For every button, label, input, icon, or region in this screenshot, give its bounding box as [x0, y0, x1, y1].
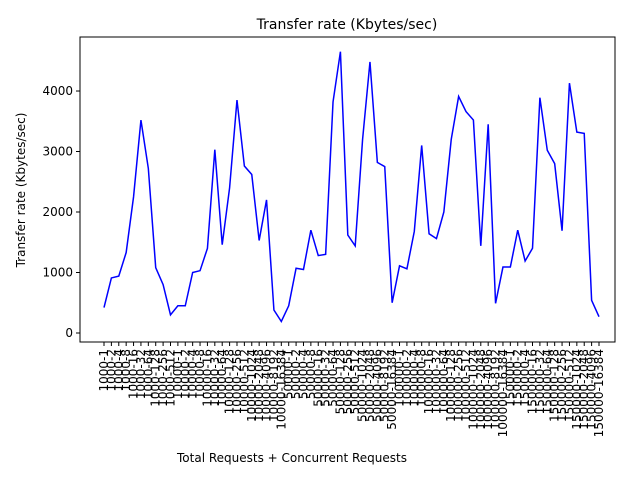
x-tick-label: 10000-8192: [267, 349, 281, 422]
x-tick-label: 50000-16384: [385, 349, 399, 430]
x-tick-label: 150000-16: [526, 349, 540, 414]
x-tick-label: 150000-4: [518, 349, 532, 407]
x-tick-label: 10000-8: [193, 349, 207, 399]
x-tick-label: 100000-4: [407, 349, 421, 407]
x-tick-label: 1000-128: [149, 349, 163, 407]
x-tick-label: 50000-256: [341, 349, 355, 414]
x-tick-label: 10000-2: [178, 349, 192, 399]
x-tick-label: 150000-4096: [585, 349, 599, 430]
x-tick-label: 100000-256: [452, 349, 466, 422]
line-series: [103, 51, 600, 324]
x-tick-label: 100000-16384: [496, 349, 510, 437]
x-tick-label: 10000-2048: [252, 349, 266, 422]
y-tick-label: 1000: [42, 265, 73, 279]
x-tick-label: 100000-512: [459, 349, 473, 422]
y-tick-label: 2000: [42, 205, 73, 219]
x-tick-label: 50000-2048: [363, 349, 377, 422]
x-tick-label: 10000-4096: [260, 349, 274, 422]
x-tick-label: 10000-1: [171, 349, 185, 399]
x-tick-label: 100000-128: [444, 349, 458, 422]
x-tick-label: 50000-8: [304, 349, 318, 399]
x-tick-label: 150000-1: [503, 349, 517, 407]
x-tick-label: 50000-4096: [370, 349, 384, 422]
x-tick-label: 150000-512: [562, 349, 576, 422]
x-tick-label: 50000-1024: [356, 349, 370, 422]
x-tick-label: 150000-2: [511, 349, 525, 407]
x-tick-label: 10000-256: [230, 349, 244, 414]
x-tick-label: 1000-16: [127, 349, 141, 399]
x-tick-label: 10000-32: [208, 349, 222, 407]
x-tick-label: 100000-32: [429, 349, 443, 414]
x-tick-label: 100000-4096: [481, 349, 495, 430]
x-tick-label: 50000-1: [282, 349, 296, 399]
x-tick-label: 1000-8: [119, 349, 133, 392]
x-tick-label: 150000-32: [533, 349, 547, 414]
x-tick-label: 50000-4: [296, 349, 310, 399]
x-tick-label: 150000-2048: [577, 349, 591, 430]
x-tick-label: 50000-16: [311, 349, 325, 407]
x-tick-label: 1000-2: [104, 349, 118, 392]
x-tick-label: 150000-128: [548, 349, 562, 422]
x-tick-label: 10000-1024: [245, 349, 259, 422]
x-tick-label: 100000-2048: [474, 349, 488, 430]
x-tick-label: 100000-1024: [466, 349, 480, 430]
x-tick-label: 100000-2: [400, 349, 414, 407]
x-tick-label: 10000-16384: [274, 349, 288, 430]
x-tick-label: 100000-8192: [489, 349, 503, 430]
x-tick-label: 100000-8: [415, 349, 429, 407]
x-tick-label: 1000-1: [97, 349, 111, 392]
x-tick-label: 100000-64: [437, 349, 451, 414]
x-tick-label: 10000-512: [237, 349, 251, 414]
chart-title: Transfer rate (Kbytes/sec): [256, 17, 438, 33]
x-tick-label: 150000-1024: [570, 349, 584, 430]
x-tick-label: 1000-64: [141, 349, 155, 399]
x-tick-label: 1000-256: [156, 349, 170, 407]
x-tick-label: 50000-32: [319, 349, 333, 407]
x-tick-label: 10000-4: [186, 349, 200, 399]
y-tick-label: 3000: [42, 145, 73, 159]
x-tick-label: 10000-16: [200, 349, 214, 407]
x-tick-label: 100000-16: [422, 349, 436, 414]
x-tick-label: 1000-32: [134, 349, 148, 399]
x-axis-label: Total Requests + Concurrent Requests: [176, 451, 407, 465]
x-tick-label: 10000-64: [215, 349, 229, 407]
x-tick-label: 50000-2: [289, 349, 303, 399]
y-tick-label: 0: [65, 326, 73, 340]
x-tick-label: 1000-4: [112, 349, 126, 392]
y-tick-label: 4000: [42, 84, 73, 98]
x-tick-label: 50000-64: [326, 349, 340, 407]
x-tick-label: 150000-256: [555, 349, 569, 422]
x-tick-label: 10000-128: [223, 349, 237, 414]
x-tick-label: 50000-512: [348, 349, 362, 414]
x-tick-label: 50000-8192: [378, 349, 392, 422]
x-tick-label: 150000-64: [540, 349, 554, 414]
y-axis-label: Transfer rate (Kbytes/sec): [14, 113, 28, 269]
x-tick-label: 100000-1: [393, 349, 407, 407]
x-tick-label: 50000-128: [333, 349, 347, 414]
x-tick-label: 1000-512: [163, 349, 177, 407]
x-tick-label: 150000-16384: [592, 349, 606, 437]
